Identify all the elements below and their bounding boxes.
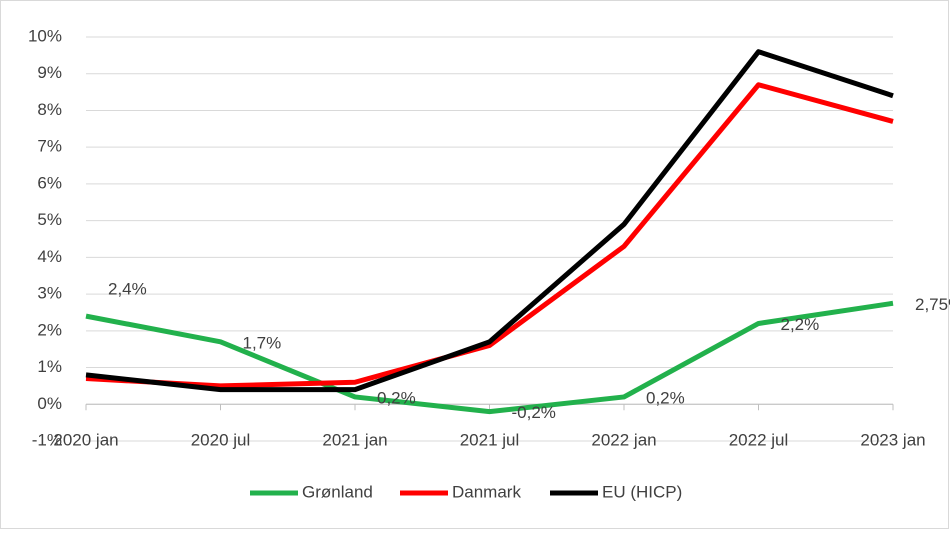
data-label: 2,4% [108, 280, 147, 299]
legend-label: Danmark [452, 482, 521, 501]
data-label: 2,2% [781, 315, 820, 334]
series-line [85, 300, 894, 415]
y-tick-label: 2% [37, 320, 62, 339]
x-tick-label: 2020 jan [53, 430, 118, 449]
legend-label: EU (HICP) [602, 482, 682, 501]
series-line [85, 82, 894, 389]
x-tick-label: 2022 jul [729, 430, 789, 449]
data-label: 0,2% [646, 388, 685, 407]
series-line [85, 49, 894, 393]
x-tick-label: 2023 jan [860, 430, 925, 449]
x-tick-label: 2020 jul [191, 430, 251, 449]
y-tick-label: 6% [37, 173, 62, 192]
legend-label: Grønland [302, 482, 373, 501]
x-tick-label: 2021 jul [460, 430, 520, 449]
y-tick-label: 9% [37, 63, 62, 82]
y-tick-label: 5% [37, 210, 62, 229]
y-tick-label: 3% [37, 284, 62, 303]
data-label: 0,2% [377, 388, 416, 407]
y-tick-label: 8% [37, 100, 62, 119]
y-tick-label: 1% [37, 357, 62, 376]
y-tick-label: -1% [32, 430, 62, 449]
y-tick-label: 0% [37, 394, 62, 413]
x-tick-label: 2022 jan [591, 430, 656, 449]
x-tick-label: 2021 jan [322, 430, 387, 449]
data-label: 2,75% [915, 295, 950, 314]
y-tick-label: 4% [37, 247, 62, 266]
data-label: 1,7% [243, 333, 282, 352]
data-label: -0,2% [512, 403, 556, 422]
y-tick-label: 7% [37, 137, 62, 156]
y-tick-label: 10% [28, 26, 62, 45]
